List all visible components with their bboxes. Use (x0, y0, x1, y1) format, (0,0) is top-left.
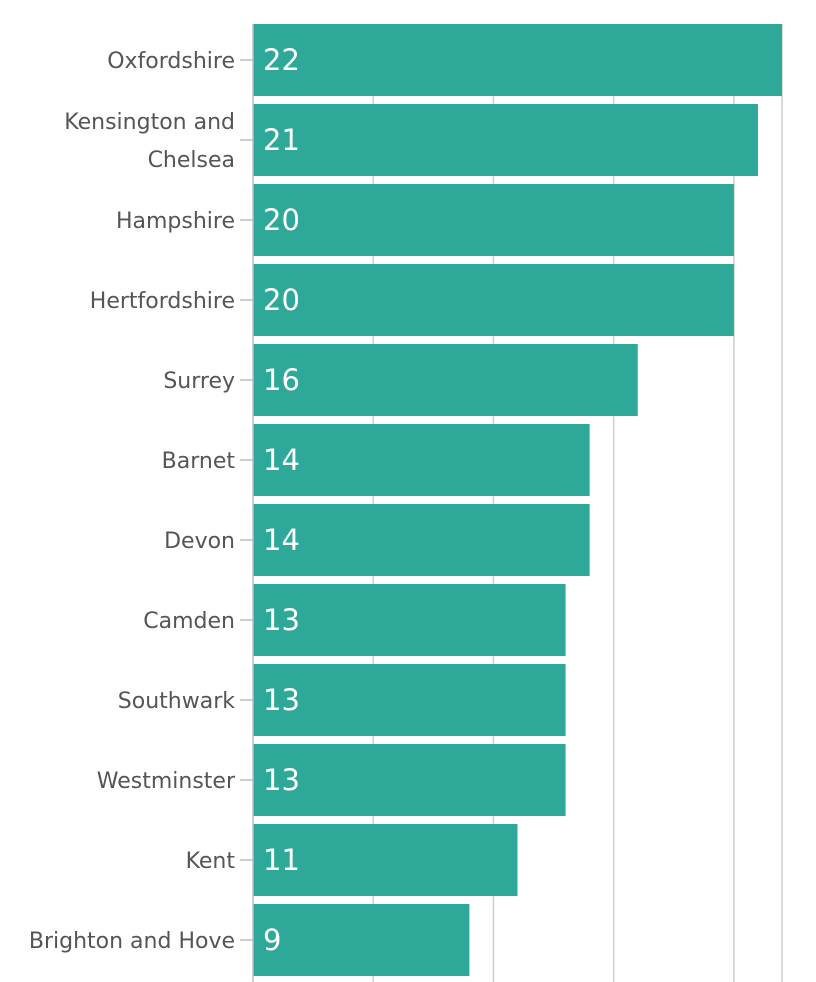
category-labels: Oxfordshire Kensington and Chelsea Hampshir… (29, 49, 236, 954)
bar-8 (253, 664, 566, 736)
value-label-0: 22 (263, 43, 300, 77)
category-label-2: Hampshire (116, 209, 235, 234)
bar-10 (253, 824, 518, 896)
value-label-10: 11 (263, 843, 300, 877)
category-label-0: Oxfordshire (107, 49, 235, 74)
category-label-3: Hertfordshire (90, 289, 235, 314)
category-label-8: Southwark (118, 689, 235, 714)
gridlines (372, 24, 783, 982)
value-label-8: 13 (263, 683, 300, 717)
value-label-7: 13 (263, 603, 300, 637)
bar-2 (253, 184, 734, 256)
category-label-10: Kent (186, 849, 236, 874)
category-label-6: Devon (164, 529, 235, 554)
value-label-1: 21 (263, 123, 300, 157)
bar-7 (253, 584, 566, 656)
category-label-5: Barnet (162, 449, 236, 474)
bar-3 (253, 264, 734, 336)
bar-9 (253, 744, 566, 816)
bar-4 (253, 344, 638, 416)
value-label-3: 20 (263, 283, 300, 317)
bar-5 (253, 424, 590, 496)
bar-1 (253, 104, 758, 176)
value-label-9: 13 (263, 763, 300, 797)
bar-11 (253, 904, 470, 976)
value-label-5: 14 (263, 443, 300, 477)
value-label-2: 20 (263, 203, 300, 237)
category-label-1: Kensington and Chelsea (64, 110, 235, 173)
category-label-11: Brighton and Hove (29, 929, 235, 954)
category-label-4: Surrey (163, 369, 235, 394)
bar-6 (253, 504, 590, 576)
bar-0 (253, 24, 782, 96)
category-label-9: Westminster (97, 769, 236, 794)
value-label-11: 9 (263, 923, 281, 957)
category-label-7: Camden (143, 609, 235, 634)
value-label-4: 16 (263, 363, 300, 397)
bars: 22 21 20 20 16 14 14 13 13 13 11 9 (253, 24, 782, 976)
y-axis (240, 24, 254, 982)
value-label-6: 14 (263, 523, 300, 557)
